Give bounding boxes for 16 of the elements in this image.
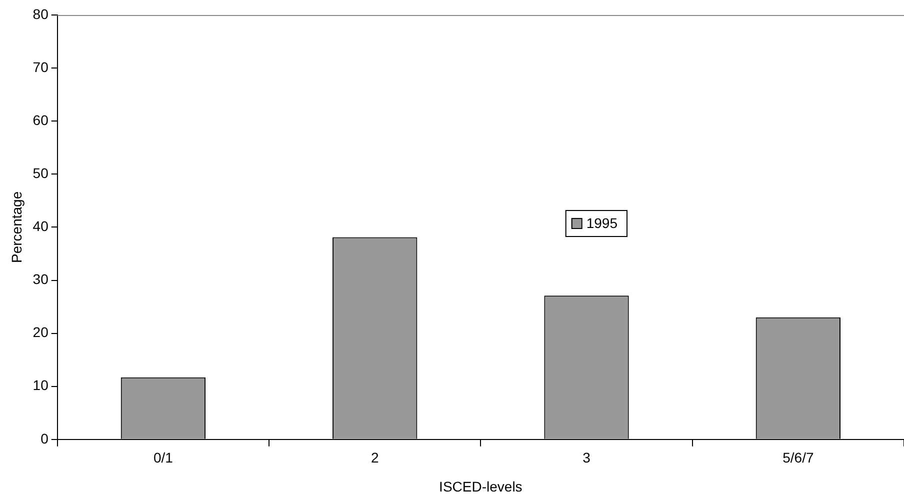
y-tick-label: 10 — [32, 377, 49, 394]
y-tick-label: 80 — [32, 6, 49, 22]
x-tick-label: 3 — [582, 450, 591, 466]
y-tick-label: 40 — [32, 218, 49, 234]
x-tick-label: 5/6/7 — [782, 450, 814, 466]
y-tick-label: 30 — [32, 271, 49, 288]
y-tick-label: 0 — [40, 430, 49, 446]
x-tick-label: 0/1 — [153, 450, 174, 466]
y-tick-label: 50 — [32, 165, 49, 182]
legend-label: 1995 — [586, 214, 618, 231]
y-tick-label: 60 — [32, 112, 49, 128]
y-axis-title: Percentage — [8, 191, 24, 264]
x-tick-label: 2 — [370, 450, 379, 466]
y-tick-label: 20 — [32, 324, 49, 340]
y-tick-label: 70 — [32, 58, 49, 75]
x-axis-title: ISCED-levels — [439, 478, 522, 494]
